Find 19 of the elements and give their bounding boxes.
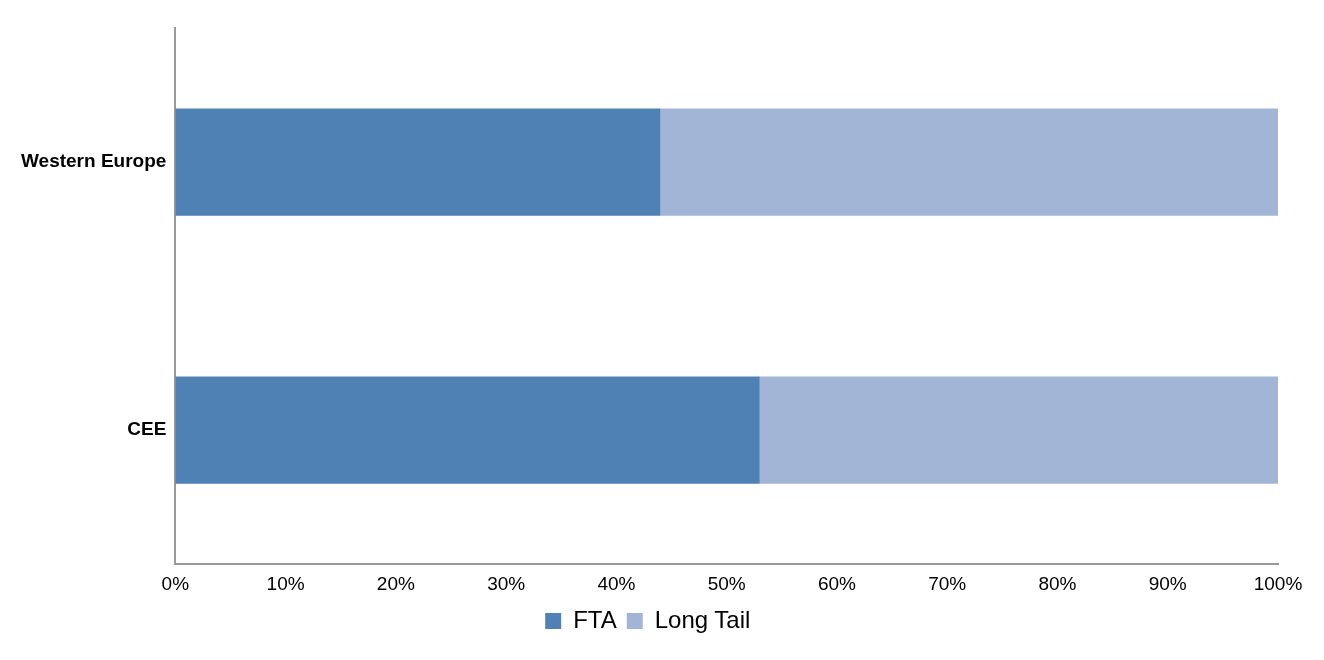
x-tick-label: 70% xyxy=(928,572,967,594)
x-tick-label: 20% xyxy=(376,572,415,594)
x-tick-label: 10% xyxy=(266,572,305,594)
x-tick-label: 80% xyxy=(1038,572,1077,594)
x-tick-label: 40% xyxy=(597,572,636,594)
y-tick-label: CEE xyxy=(127,418,167,440)
x-tick-label: 100% xyxy=(1253,572,1303,594)
y-tick-label: Western Europe xyxy=(20,150,167,172)
x-tick-label: 30% xyxy=(487,572,526,594)
bar xyxy=(175,108,661,216)
x-tick-label: 0% xyxy=(161,572,190,594)
bar xyxy=(759,376,1278,484)
x-tick-label: 50% xyxy=(707,572,746,594)
bar xyxy=(175,376,760,484)
bar xyxy=(660,108,1278,216)
x-tick-label: 90% xyxy=(1148,572,1187,594)
legend-label: FTA xyxy=(573,605,617,633)
legend-label: Long Tail xyxy=(654,605,751,633)
x-tick-label: 60% xyxy=(817,572,857,594)
